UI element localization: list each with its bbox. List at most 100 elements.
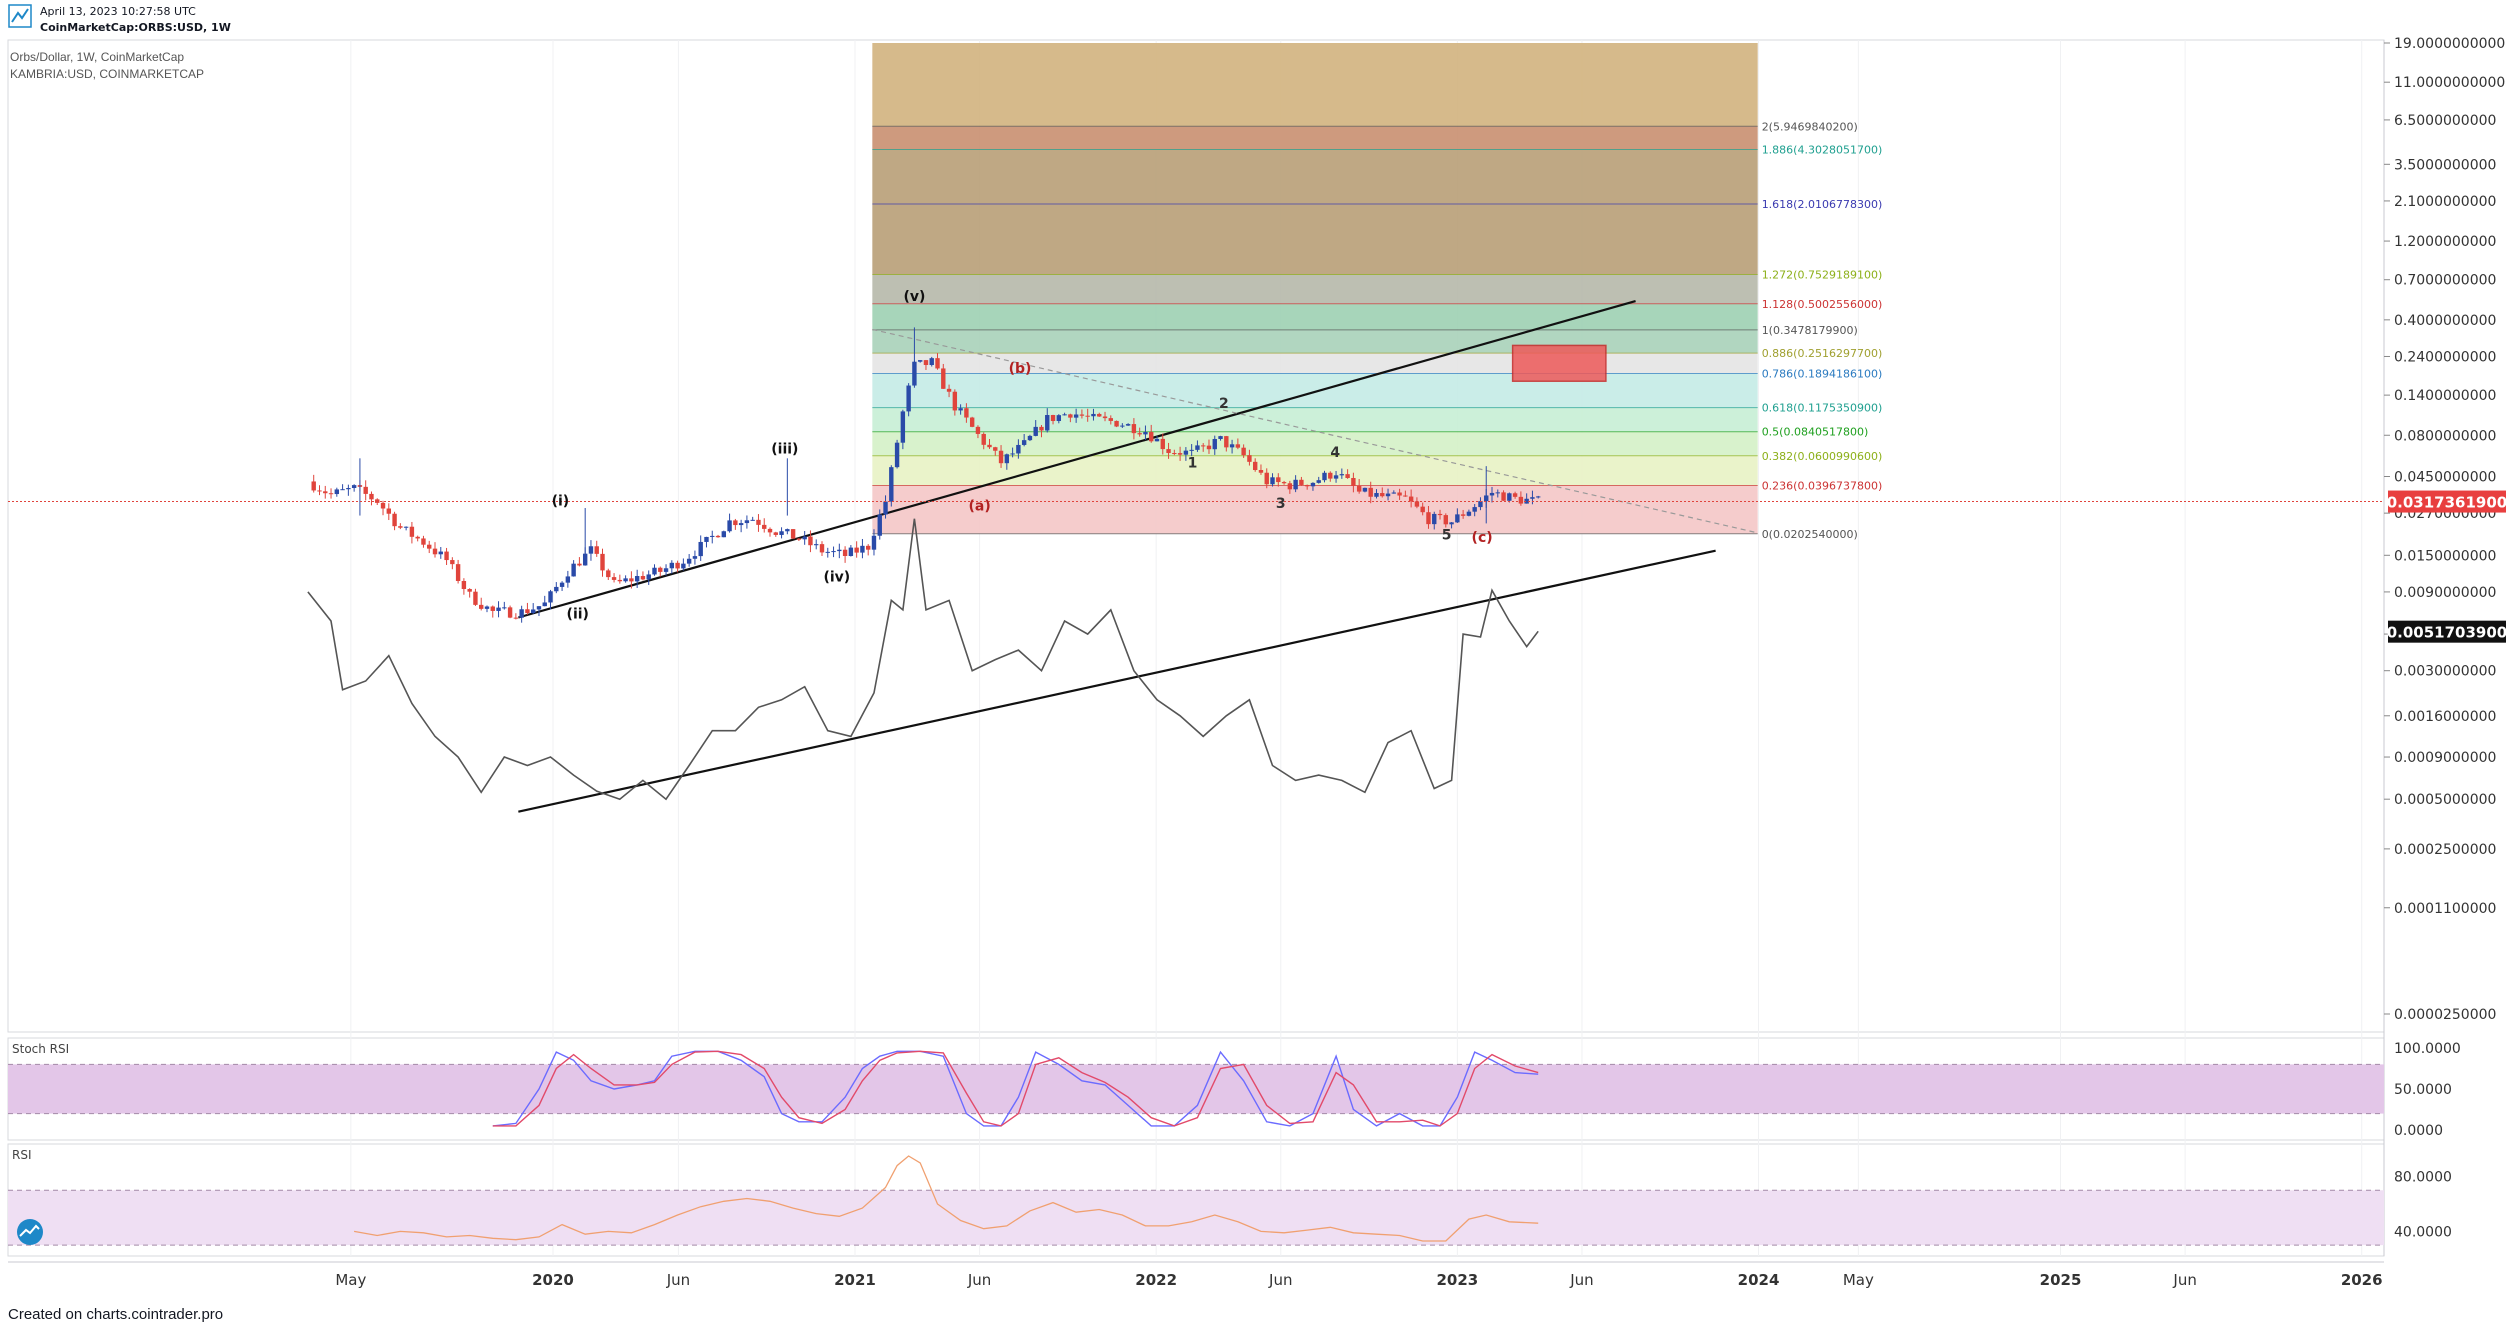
candle-body (1345, 474, 1350, 478)
candle-body (929, 358, 934, 366)
overlay-price-label: 0.0051703900 (2387, 624, 2508, 642)
candle-body (1149, 432, 1154, 442)
candle-body (646, 574, 651, 580)
candle-body (1102, 416, 1108, 419)
candle-body (323, 491, 328, 494)
candle-body (831, 551, 836, 553)
x-tick-label: 2020 (532, 1271, 574, 1289)
candle-body (369, 493, 374, 500)
candle-body (525, 609, 530, 614)
candle-body (894, 442, 900, 468)
candle-body (386, 508, 391, 514)
candle-body (814, 544, 819, 546)
candle-body (640, 576, 646, 580)
candle-body (1235, 444, 1241, 448)
candle-body (935, 358, 940, 369)
candle-body (1154, 438, 1160, 442)
stoch-d-line (492, 1050, 1539, 1127)
candle-body (1287, 483, 1293, 490)
x-tick-label: Jun (1569, 1271, 1593, 1289)
candle-body (519, 609, 524, 618)
fib-zone (872, 43, 1758, 127)
candle-body (1247, 455, 1252, 462)
wave-label: (ii) (567, 607, 589, 623)
header-timestamp: April 13, 2023 10:27:58 UTC (40, 5, 196, 18)
candle-body (1351, 477, 1356, 486)
fib-level-label: 0.236(0.0396737800) (1762, 480, 1883, 493)
candle-body (1385, 493, 1391, 497)
wave-label: (a) (968, 499, 990, 515)
candle-body (542, 602, 547, 607)
cointrader-logo-mark (19, 1224, 40, 1237)
fib-zone (872, 373, 1758, 408)
x-tick-label: 2021 (834, 1271, 876, 1289)
candle-body (727, 520, 732, 532)
candle-body (1530, 497, 1535, 499)
candle-body (588, 546, 594, 554)
candle-body (1460, 514, 1466, 516)
stoch-band (8, 1064, 2384, 1114)
candle-body (1050, 415, 1056, 422)
candle-body (1108, 418, 1113, 421)
candle-body (600, 553, 605, 571)
last-price-box (2388, 490, 2506, 513)
x-tick-label: 2024 (1738, 1271, 1780, 1289)
candle-body (917, 360, 923, 362)
candle-body (1068, 414, 1073, 418)
candle-body (1224, 436, 1229, 448)
y-tick-label: 0.0002500000 (2394, 842, 2496, 858)
y-tick-label: 0.0000250000 (2394, 1007, 2496, 1023)
candle-body (987, 444, 992, 448)
candle-body (1062, 414, 1067, 416)
candle-body (606, 570, 611, 578)
candle-body (981, 433, 986, 445)
candle-body (617, 579, 623, 582)
candle-body (658, 567, 663, 572)
candle-body (548, 591, 553, 603)
candle-body (877, 514, 882, 536)
candle-body (421, 538, 426, 545)
candle-body (1478, 501, 1483, 508)
candle-body (1125, 424, 1131, 426)
candle-body (790, 529, 796, 539)
candle-body (1449, 522, 1454, 525)
candle-body (530, 609, 536, 614)
fib-level-label: 1.128(0.5002556000) (1762, 298, 1883, 311)
candle-body (1408, 496, 1414, 502)
candle-body (1252, 461, 1258, 471)
candle-body (842, 549, 848, 557)
candle-body (571, 563, 576, 577)
candle-body (473, 591, 478, 605)
y-tick-label: 0.0450000000 (2394, 470, 2496, 486)
fib-zone (872, 485, 1758, 534)
overlay-price-box (2388, 620, 2506, 643)
x-tick-label: Jun (1268, 1271, 1292, 1289)
candle-body (1212, 438, 1217, 450)
candle-body (1489, 492, 1495, 496)
candle-body (507, 607, 513, 618)
fib-level-label: 2(5.9469840200) (1762, 120, 1858, 133)
candle-body (340, 489, 345, 491)
candle-body (1322, 472, 1327, 481)
fib-zone (872, 329, 1758, 354)
rsi-band (8, 1190, 2384, 1246)
candle-body (317, 490, 322, 492)
candle-body (1437, 513, 1443, 516)
target-box (1511, 344, 1607, 382)
candle-body (1166, 449, 1171, 454)
fib-level-label: 0.886(0.2516297700) (1762, 347, 1883, 360)
candle-body (1177, 453, 1183, 455)
fib-level-label: 1(0.3478179900) (1762, 324, 1858, 337)
wave-label: 4 (1330, 445, 1340, 461)
candle-body (1131, 424, 1137, 434)
y-tick-label: 2.1000000000 (2394, 194, 2496, 210)
x-tick-label: May (1843, 1271, 1874, 1289)
candle-body (1518, 496, 1524, 504)
candle-body (1281, 482, 1287, 484)
candle-body (652, 567, 657, 575)
candle-body (744, 520, 750, 524)
candle-body (536, 606, 542, 610)
candle-body (1328, 472, 1333, 479)
candle-body (1143, 432, 1148, 435)
wave-label: (v) (903, 289, 925, 305)
